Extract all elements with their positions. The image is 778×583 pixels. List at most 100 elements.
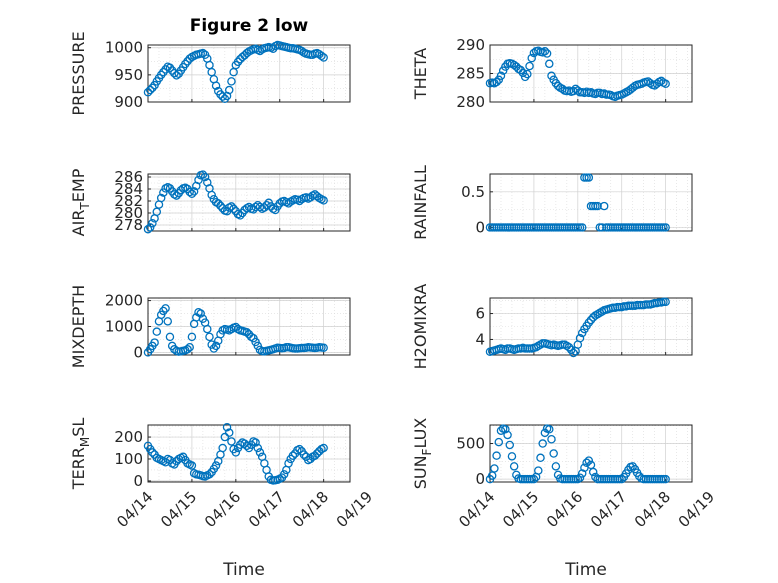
data-point bbox=[312, 449, 322, 458]
y-tick-label: 280 bbox=[114, 204, 143, 222]
data-point bbox=[553, 81, 563, 91]
data-point bbox=[584, 456, 594, 465]
y-axis-label: MIXDEPTH bbox=[69, 285, 88, 368]
y-tick-label: 0 bbox=[475, 470, 485, 488]
x-tick-label: 04/16 bbox=[543, 488, 586, 531]
data-point bbox=[299, 450, 309, 459]
data-point bbox=[319, 196, 328, 205]
data-point bbox=[284, 459, 293, 468]
data-point bbox=[235, 211, 245, 220]
data-point bbox=[161, 304, 170, 313]
x-tick-label: 04/15 bbox=[499, 488, 542, 531]
data-point bbox=[584, 318, 594, 327]
data-point bbox=[505, 440, 515, 450]
subplot-5: 0 1000 2000 MIXDEPTH bbox=[69, 285, 351, 368]
data-point bbox=[509, 462, 519, 471]
data-point bbox=[319, 443, 328, 453]
data-point bbox=[490, 464, 499, 473]
data-point bbox=[218, 443, 227, 453]
data-point bbox=[319, 343, 328, 352]
data-point bbox=[588, 467, 598, 477]
x-axis-label: Time bbox=[222, 560, 265, 580]
data-point bbox=[150, 338, 159, 347]
x-tick-label: 04/14 bbox=[113, 488, 156, 531]
data-point bbox=[582, 458, 591, 468]
data-point bbox=[165, 332, 175, 342]
data-point bbox=[242, 48, 252, 58]
data-point bbox=[203, 324, 212, 334]
data-point bbox=[661, 79, 670, 89]
data-point bbox=[536, 453, 545, 463]
data-point bbox=[209, 344, 219, 353]
data-point bbox=[661, 297, 670, 307]
x-tick-label: 04/16 bbox=[201, 488, 244, 531]
y-tick-label: 100 bbox=[114, 450, 143, 468]
y-tick-label: 4 bbox=[475, 330, 485, 348]
data-point bbox=[211, 81, 221, 90]
y-tick-label: 0 bbox=[133, 472, 143, 490]
data-point bbox=[297, 46, 306, 56]
y-tick-label: 2000 bbox=[105, 292, 143, 310]
x-tick-label: 04/18 bbox=[289, 488, 332, 531]
data-point bbox=[145, 223, 155, 232]
y-axis-label: PRESSURE bbox=[69, 31, 88, 115]
data-point bbox=[185, 54, 194, 63]
y-axis-label: TERRMSL bbox=[69, 418, 92, 491]
subplot-4: 0 0.5 RAINFALL bbox=[411, 165, 693, 240]
data-point bbox=[222, 422, 232, 432]
data-point bbox=[145, 85, 155, 95]
axes-border bbox=[489, 424, 693, 483]
data-point bbox=[211, 461, 221, 470]
data-point bbox=[288, 451, 298, 460]
data-point bbox=[542, 49, 552, 58]
data-point bbox=[527, 53, 536, 63]
data-point bbox=[148, 83, 157, 93]
data-point bbox=[185, 342, 194, 352]
data-point bbox=[183, 345, 192, 354]
data-point bbox=[242, 327, 252, 337]
subplot-8: 0 500 SUNFLUX 04/14 04/15 04/16 04/17 04/18 04/1… bbox=[411, 418, 718, 580]
data-point bbox=[569, 348, 578, 358]
data-point bbox=[317, 51, 326, 61]
axes-box bbox=[147, 173, 351, 232]
y-tick-label: 900 bbox=[114, 93, 143, 111]
data-point bbox=[253, 443, 263, 453]
data-point bbox=[262, 200, 271, 210]
data-point bbox=[187, 461, 197, 470]
x-tick-label: 04/19 bbox=[675, 488, 718, 531]
data-point bbox=[181, 59, 190, 69]
data-point bbox=[214, 199, 223, 208]
subplot-2: 280 285 290 THETA bbox=[411, 36, 693, 111]
data-point bbox=[279, 470, 289, 479]
subplot-1: 900 950 1000 PRESSURE Figure 2 low bbox=[69, 16, 351, 116]
data-point bbox=[575, 333, 585, 343]
data-point bbox=[551, 462, 561, 471]
data-point bbox=[198, 170, 208, 179]
data-point bbox=[185, 187, 194, 197]
data-point bbox=[189, 187, 199, 196]
data-point bbox=[586, 315, 596, 325]
data-point bbox=[503, 430, 512, 440]
x-tick-label: 04/19 bbox=[333, 488, 376, 531]
data-point bbox=[163, 317, 173, 326]
data-point bbox=[227, 202, 236, 211]
data-point bbox=[198, 48, 208, 58]
data-point bbox=[496, 426, 506, 435]
data-point bbox=[159, 67, 168, 77]
y-tick-label: 950 bbox=[114, 66, 143, 84]
data-point bbox=[227, 77, 236, 86]
y-tick-label: 0 bbox=[133, 343, 143, 361]
y-tick-label: 286 bbox=[114, 168, 143, 186]
data-point bbox=[187, 332, 197, 342]
data-point bbox=[172, 71, 181, 80]
data-point bbox=[242, 441, 252, 451]
y-tick-label: 0.5 bbox=[461, 183, 485, 201]
y-axis-label: H2OMIXRA bbox=[411, 284, 430, 370]
data-point bbox=[224, 85, 234, 95]
data-point bbox=[529, 474, 539, 484]
axes-border bbox=[147, 173, 351, 232]
y-axis-label: SUNFLUX bbox=[411, 418, 434, 490]
data-point bbox=[152, 327, 162, 336]
